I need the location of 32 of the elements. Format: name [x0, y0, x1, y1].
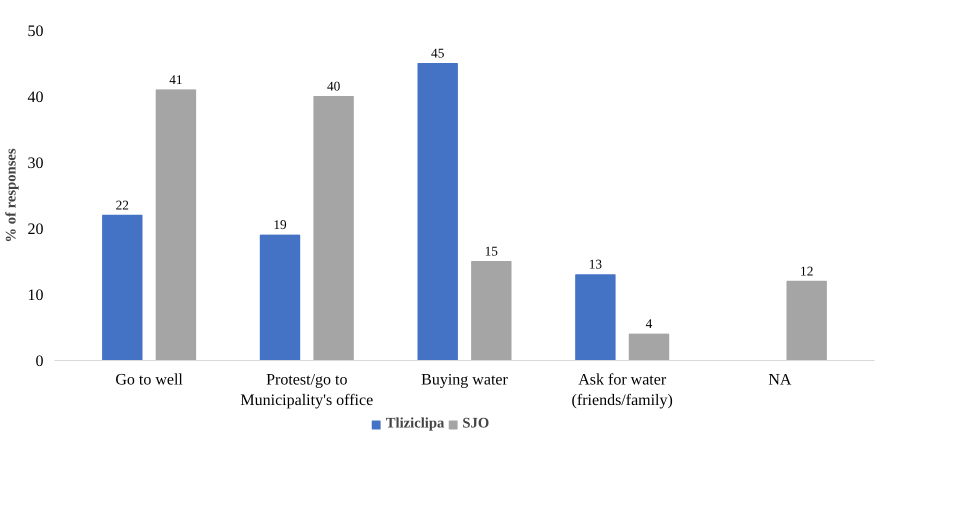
- bar: [575, 274, 616, 360]
- x-tick-label: Protest/go to Municipality's office: [240, 372, 374, 409]
- data-label: 13: [588, 256, 602, 272]
- y-tick-label: 30: [28, 155, 44, 172]
- data-label: 19: [273, 217, 287, 232]
- bar: [417, 63, 458, 360]
- bar: [156, 89, 196, 360]
- x-tick-label: NA: [768, 372, 792, 388]
- bar: [313, 96, 354, 360]
- legend-label: Tliziclipa: [386, 416, 444, 432]
- legend-label: SJO: [462, 416, 490, 432]
- y-tick-label: 10: [28, 287, 44, 304]
- x-tick-label: Go to well: [115, 372, 184, 388]
- y-axis-title: % of responses: [4, 148, 20, 243]
- bar: [786, 280, 827, 360]
- data-label: 15: [484, 244, 498, 258]
- bar: [260, 234, 300, 360]
- x-tick-label: Buying water: [421, 372, 508, 388]
- data-label: 22: [116, 197, 129, 212]
- y-tick-label: 50: [28, 23, 44, 40]
- bar: [628, 334, 670, 360]
- bar: [102, 214, 143, 360]
- y-tick-label: 20: [28, 221, 44, 238]
- data-label: 4: [646, 316, 653, 332]
- data-label: 41: [169, 72, 183, 87]
- y-tick-label: 40: [28, 89, 44, 106]
- data-label: 12: [800, 263, 814, 278]
- data-label: 45: [431, 46, 445, 60]
- bar: [471, 261, 512, 360]
- x-tick-label: Ask for water (friends/family): [572, 372, 673, 409]
- y-tick-label: 0: [36, 353, 44, 370]
- data-label: 40: [326, 78, 341, 94]
